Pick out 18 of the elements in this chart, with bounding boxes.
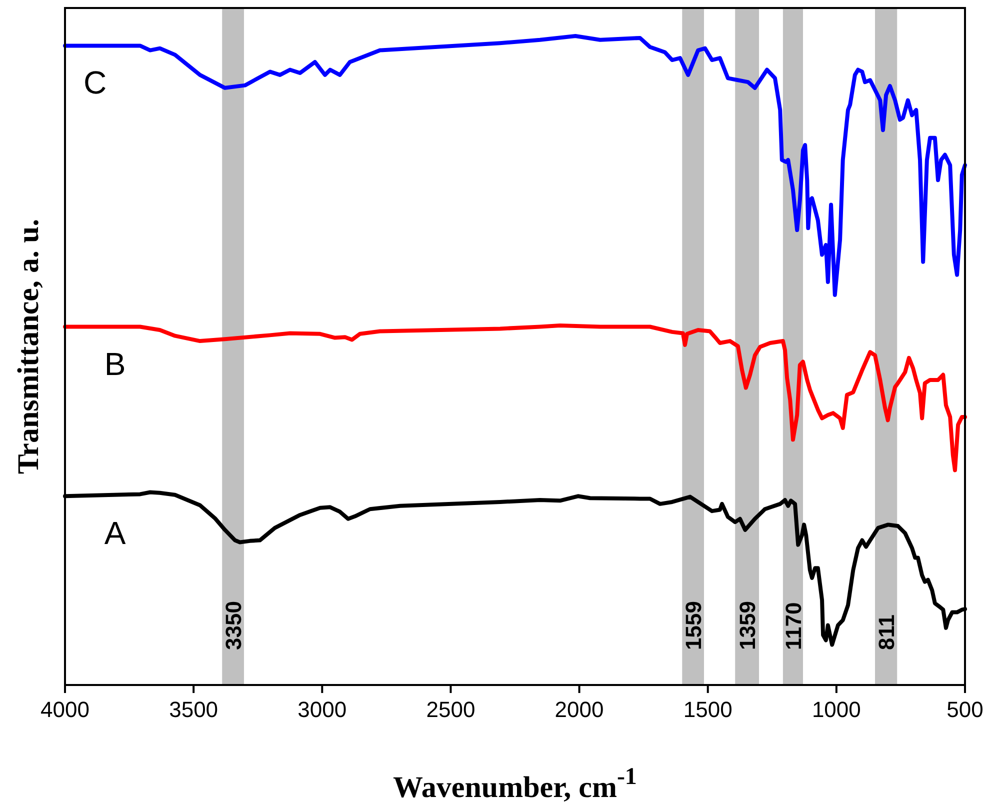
series-label: C bbox=[83, 64, 107, 101]
band-label: 1559 bbox=[681, 601, 706, 650]
band-label: 3350 bbox=[221, 601, 246, 650]
x-tick-label: 3500 bbox=[169, 697, 218, 722]
x-tick-label: 1000 bbox=[812, 697, 861, 722]
x-axis-title: Wavenumber, cm$^{-1}$ bbox=[393, 764, 637, 804]
series-label: A bbox=[104, 515, 126, 552]
x-tick-label: 3000 bbox=[298, 697, 347, 722]
y-axis-title: Transmittance, a. u. bbox=[12, 218, 45, 474]
x-tick-label: 4000 bbox=[40, 697, 90, 722]
x-tick-label: 1500 bbox=[683, 697, 732, 722]
band-label: 1170 bbox=[780, 602, 806, 650]
band-label: 1359 bbox=[735, 601, 760, 650]
band-label: 811 bbox=[874, 614, 900, 650]
x-tick-label: 500 bbox=[946, 697, 984, 722]
x-tick-label: 2000 bbox=[554, 697, 604, 722]
x-tick-label: 2500 bbox=[426, 697, 476, 722]
series-label: B bbox=[104, 346, 126, 382]
